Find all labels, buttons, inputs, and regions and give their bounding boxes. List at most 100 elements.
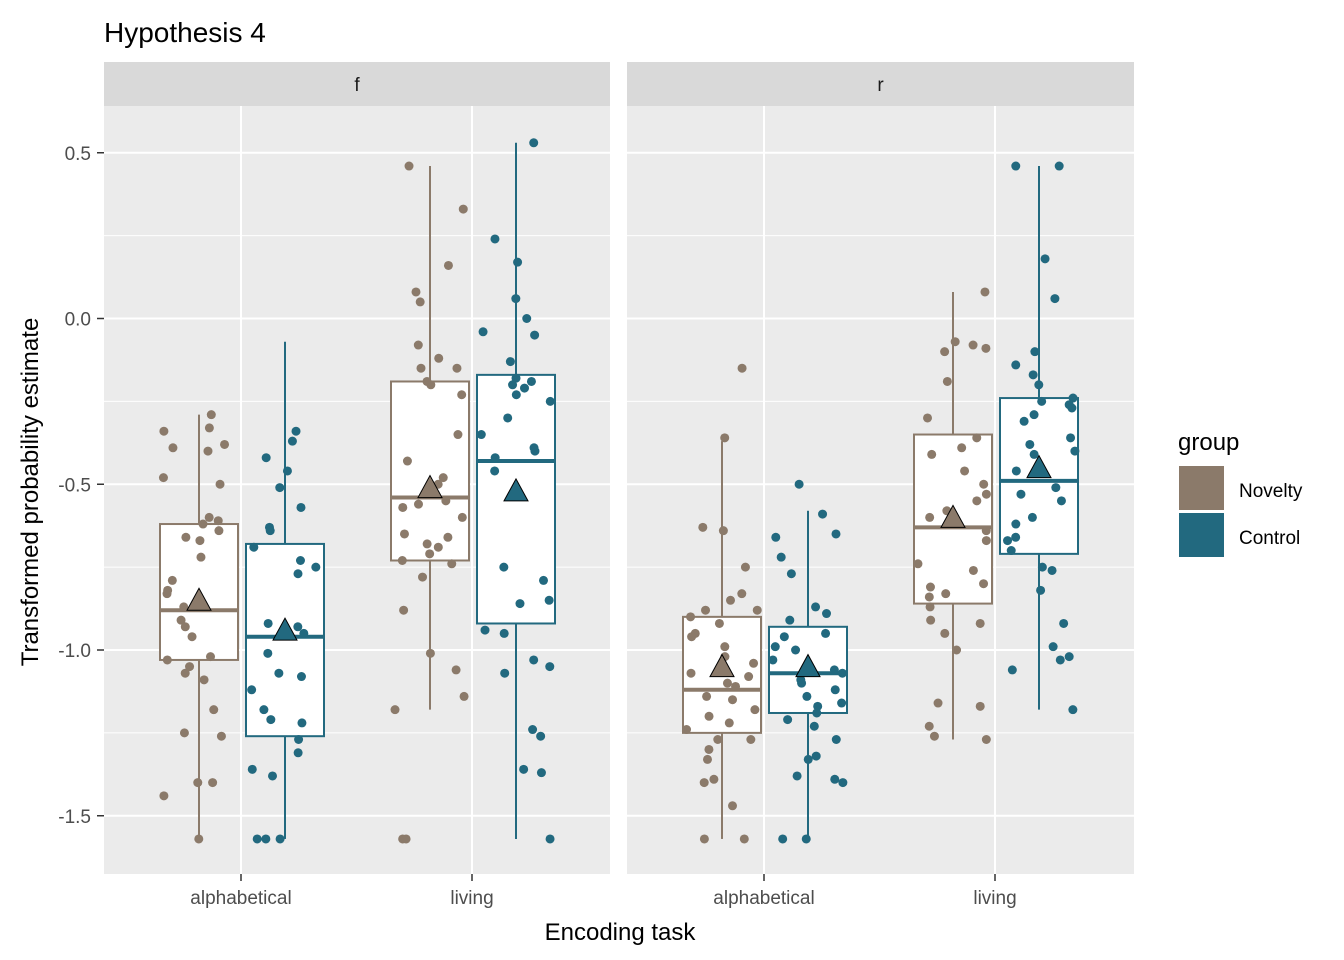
points-r-living-control [1003, 161, 1080, 715]
data-point [413, 499, 423, 509]
data-point [731, 681, 741, 691]
data-point [158, 473, 168, 483]
data-point [520, 383, 530, 393]
data-point [418, 572, 428, 582]
data-point [1036, 585, 1046, 595]
data-point [770, 642, 780, 652]
mean-marker [186, 587, 212, 611]
data-point [413, 340, 423, 350]
points-r-alphabetical-control [768, 479, 848, 844]
data-point [214, 526, 224, 536]
data-point [831, 735, 841, 745]
data-point [1066, 433, 1076, 443]
data-point [204, 512, 214, 522]
data-point [728, 695, 738, 705]
facet-label: r [877, 75, 884, 96]
data-point [499, 628, 509, 638]
facet-label: f [354, 75, 360, 96]
data-point [941, 589, 951, 599]
data-point [1011, 466, 1021, 476]
data-point [968, 340, 978, 350]
data-point [1034, 380, 1044, 390]
data-point [443, 260, 453, 270]
data-point [942, 376, 952, 386]
data-point [274, 668, 284, 678]
data-point [1011, 532, 1021, 542]
data-point [768, 655, 778, 665]
data-point [545, 834, 555, 844]
facet-strip [104, 62, 610, 106]
data-point [159, 426, 169, 436]
data-point [713, 735, 723, 745]
legend-title: group [1178, 429, 1239, 456]
data-point [1037, 396, 1047, 406]
data-point [687, 632, 697, 642]
data-point [960, 466, 970, 476]
data-point [530, 446, 540, 456]
data-point [293, 748, 303, 758]
data-point [511, 390, 521, 400]
x-axis: alphabetical living alphabetical living [190, 874, 1017, 909]
y-axis: 0.5 0.0 -0.5 -1.0 -1.5 [58, 144, 104, 828]
data-point [714, 618, 724, 628]
data-point [416, 363, 426, 373]
data-point [837, 698, 847, 708]
data-point [511, 373, 521, 383]
data-point [1007, 665, 1017, 675]
data-point [511, 294, 521, 304]
data-point [1051, 483, 1061, 493]
data-point [519, 764, 529, 774]
data-point [699, 778, 709, 788]
data-point [204, 423, 214, 433]
data-point [1006, 546, 1016, 556]
data-point [299, 628, 309, 638]
chart-title: Hypothesis 4 [104, 17, 266, 48]
data-point [968, 565, 978, 575]
data-point [282, 466, 292, 476]
data-point [426, 380, 436, 390]
data-point [940, 347, 950, 357]
data-point [957, 443, 967, 453]
data-point [776, 552, 786, 562]
data-point [981, 536, 991, 546]
data-point [538, 575, 548, 585]
data-point [940, 628, 950, 638]
data-point [265, 526, 275, 536]
data-point [749, 658, 759, 668]
data-point [452, 363, 462, 373]
data-point [500, 668, 510, 678]
data-point [699, 834, 709, 844]
data-point [185, 662, 195, 672]
data-point [1011, 519, 1021, 529]
data-point [1029, 410, 1039, 420]
mean-marker [709, 653, 735, 678]
data-point [296, 672, 306, 682]
data-point [193, 778, 203, 788]
data-point [544, 595, 554, 605]
data-point [296, 502, 306, 512]
points-r-alphabetical-novelty [682, 363, 762, 844]
data-point [215, 479, 225, 489]
data-point [924, 592, 934, 602]
data-point [771, 532, 781, 542]
data-point [529, 138, 539, 148]
data-point [402, 456, 412, 466]
data-point [1030, 347, 1040, 357]
data-point [1056, 496, 1066, 506]
y-axis-title: Transformed probability estimate [17, 318, 44, 667]
data-point [528, 725, 538, 735]
data-point [704, 711, 714, 721]
data-point [1048, 642, 1058, 652]
data-point [701, 605, 711, 615]
data-point [297, 718, 307, 728]
data-point [1029, 449, 1039, 459]
data-point [490, 453, 500, 463]
data-point [837, 668, 847, 678]
data-point [1016, 489, 1026, 499]
legend-label-novelty: Novelty [1239, 481, 1303, 502]
data-point [505, 357, 515, 367]
data-point [709, 774, 719, 784]
data-point [1047, 565, 1057, 575]
data-point [702, 691, 712, 701]
